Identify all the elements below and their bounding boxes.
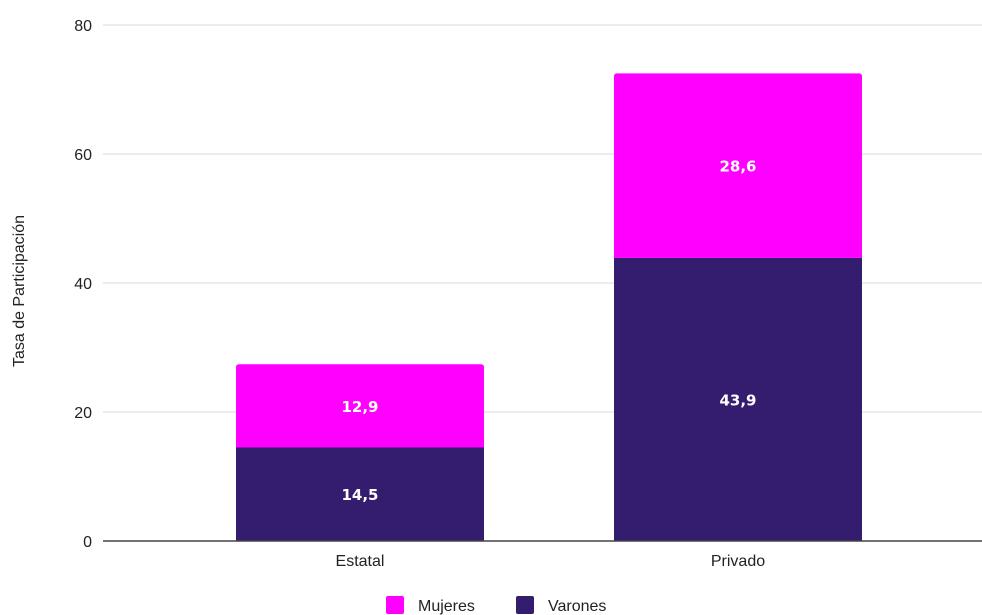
y-tick-label: 80 — [74, 18, 92, 35]
bar-segment — [236, 364, 484, 448]
legend-label: Varones — [548, 598, 606, 615]
legend-swatch — [386, 596, 404, 614]
y-tick-label: 0 — [83, 534, 92, 551]
legend: Mujeres Varones — [386, 596, 606, 615]
bar-segment — [236, 447, 484, 541]
legend-label: Mujeres — [418, 598, 475, 615]
x-tick-label: Estatal — [336, 553, 385, 570]
x-tick-label: Privado — [711, 553, 765, 570]
axis-layer: 0 20 40 60 80 Estatal Privado — [74, 18, 982, 570]
bar-segment — [614, 257, 862, 541]
y-tick-label: 60 — [74, 147, 92, 164]
data-label: 28,6 — [719, 158, 756, 176]
legend-swatch — [516, 596, 534, 614]
data-label: 14,5 — [341, 486, 378, 504]
data-label: 43,9 — [719, 391, 756, 409]
bars-layer — [236, 73, 862, 541]
y-tick-label: 40 — [74, 276, 92, 293]
data-labels-layer: 14,5 12,9 43,9 28,6 — [341, 158, 756, 505]
y-axis-title: Tasa de Participación — [11, 215, 28, 367]
data-label: 12,9 — [341, 398, 378, 416]
bar-segment — [614, 73, 862, 258]
y-tick-label: 20 — [74, 405, 92, 422]
